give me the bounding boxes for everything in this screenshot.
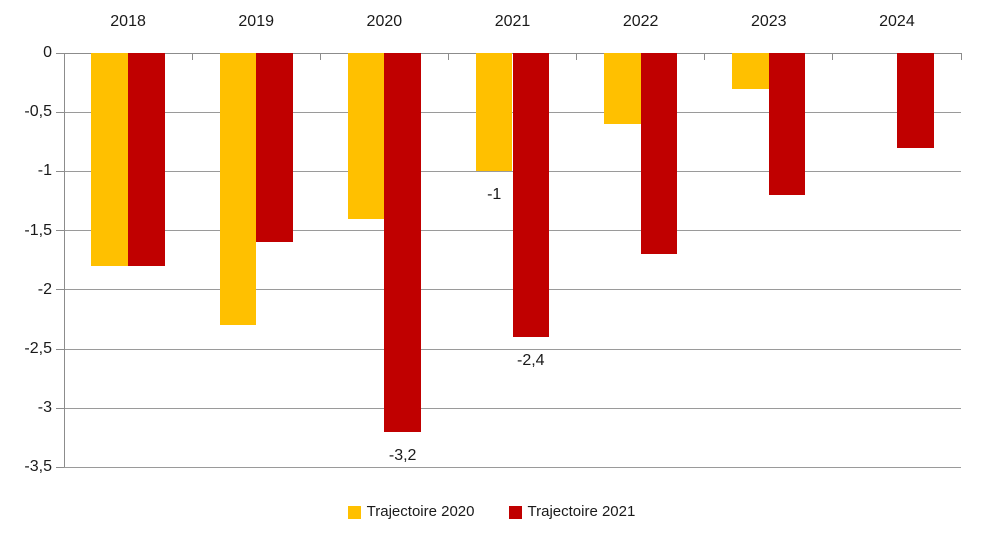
category-label: 2024 [879, 13, 915, 30]
category-axis-tick [960, 53, 962, 60]
y-axis-tick [56, 52, 64, 54]
legend-swatch-icon [508, 505, 522, 519]
y-axis-tick [56, 289, 64, 291]
gridline [64, 348, 961, 350]
category-label: 2021 [494, 13, 531, 30]
bar-trajectoire-2020-2022 [604, 53, 641, 125]
category-label: 2019 [238, 13, 274, 30]
bar-trajectoire-2020-2021 [475, 53, 513, 172]
bar-trajectoire-2021-2021 [512, 53, 550, 338]
bar-trajectoire-2020-2020 [347, 53, 385, 219]
bar-trajectoire-2021-2024 [896, 53, 934, 148]
bar-trajectoire-2021-2022 [640, 53, 678, 255]
category-axis-tick [191, 53, 193, 60]
legend-label: Trajectoire 2021 [527, 503, 636, 520]
y-axis-tick [56, 407, 64, 409]
bar-trajectoire-2021-2020 [384, 53, 421, 432]
legend-swatch-icon [347, 505, 361, 519]
category-axis-tick [447, 53, 449, 60]
bar-trajectoire-2020-2018 [91, 53, 129, 267]
bar-trajectoire-2021-2023 [768, 53, 806, 196]
y-axis-label: -3,5 [24, 458, 52, 476]
legend: Trajectoire 2020 Trajectoire 2021 [0, 504, 983, 520]
y-axis-label: -1 [37, 162, 52, 180]
gridline [64, 407, 961, 409]
y-axis-tick [56, 348, 64, 350]
gridline [64, 466, 961, 468]
y-axis-label: -1,5 [24, 221, 52, 239]
data-label: -1 [487, 186, 502, 204]
y-axis-line [64, 53, 65, 468]
y-axis-tick [56, 111, 64, 113]
bar-trajectoire-2020-2019 [219, 53, 257, 326]
category-axis-tick [704, 53, 706, 60]
category-label: 2023 [750, 13, 787, 30]
legend-item-trajectoire-2021: Trajectoire 2021 [508, 503, 636, 520]
bar-trajectoire-2021-2018 [128, 53, 165, 267]
category-axis-tick [832, 53, 834, 60]
legend-label: Trajectoire 2020 [366, 503, 475, 520]
y-axis-tick [56, 170, 64, 172]
category-label: 2022 [622, 13, 659, 30]
bar-trajectoire-2021-2019 [256, 53, 293, 243]
category-axis-tick [576, 53, 578, 60]
y-axis-label: -3 [37, 399, 52, 417]
y-axis-label: -0,5 [24, 103, 52, 121]
y-axis-label: -2,5 [24, 340, 52, 357]
y-axis-label: 0 [43, 44, 52, 61]
y-axis-label: -2 [37, 280, 52, 298]
category-label: 2020 [366, 13, 403, 30]
data-label: -3,2 [388, 446, 417, 464]
category-label: 2018 [110, 13, 146, 30]
legend-item-trajectoire-2020: Trajectoire 2020 [347, 503, 475, 520]
y-axis-tick [56, 466, 64, 468]
y-axis-tick [56, 230, 64, 232]
data-label: -2,4 [517, 352, 545, 370]
category-axis-tick [319, 53, 321, 60]
bar-trajectoire-2020-2023 [732, 53, 769, 89]
